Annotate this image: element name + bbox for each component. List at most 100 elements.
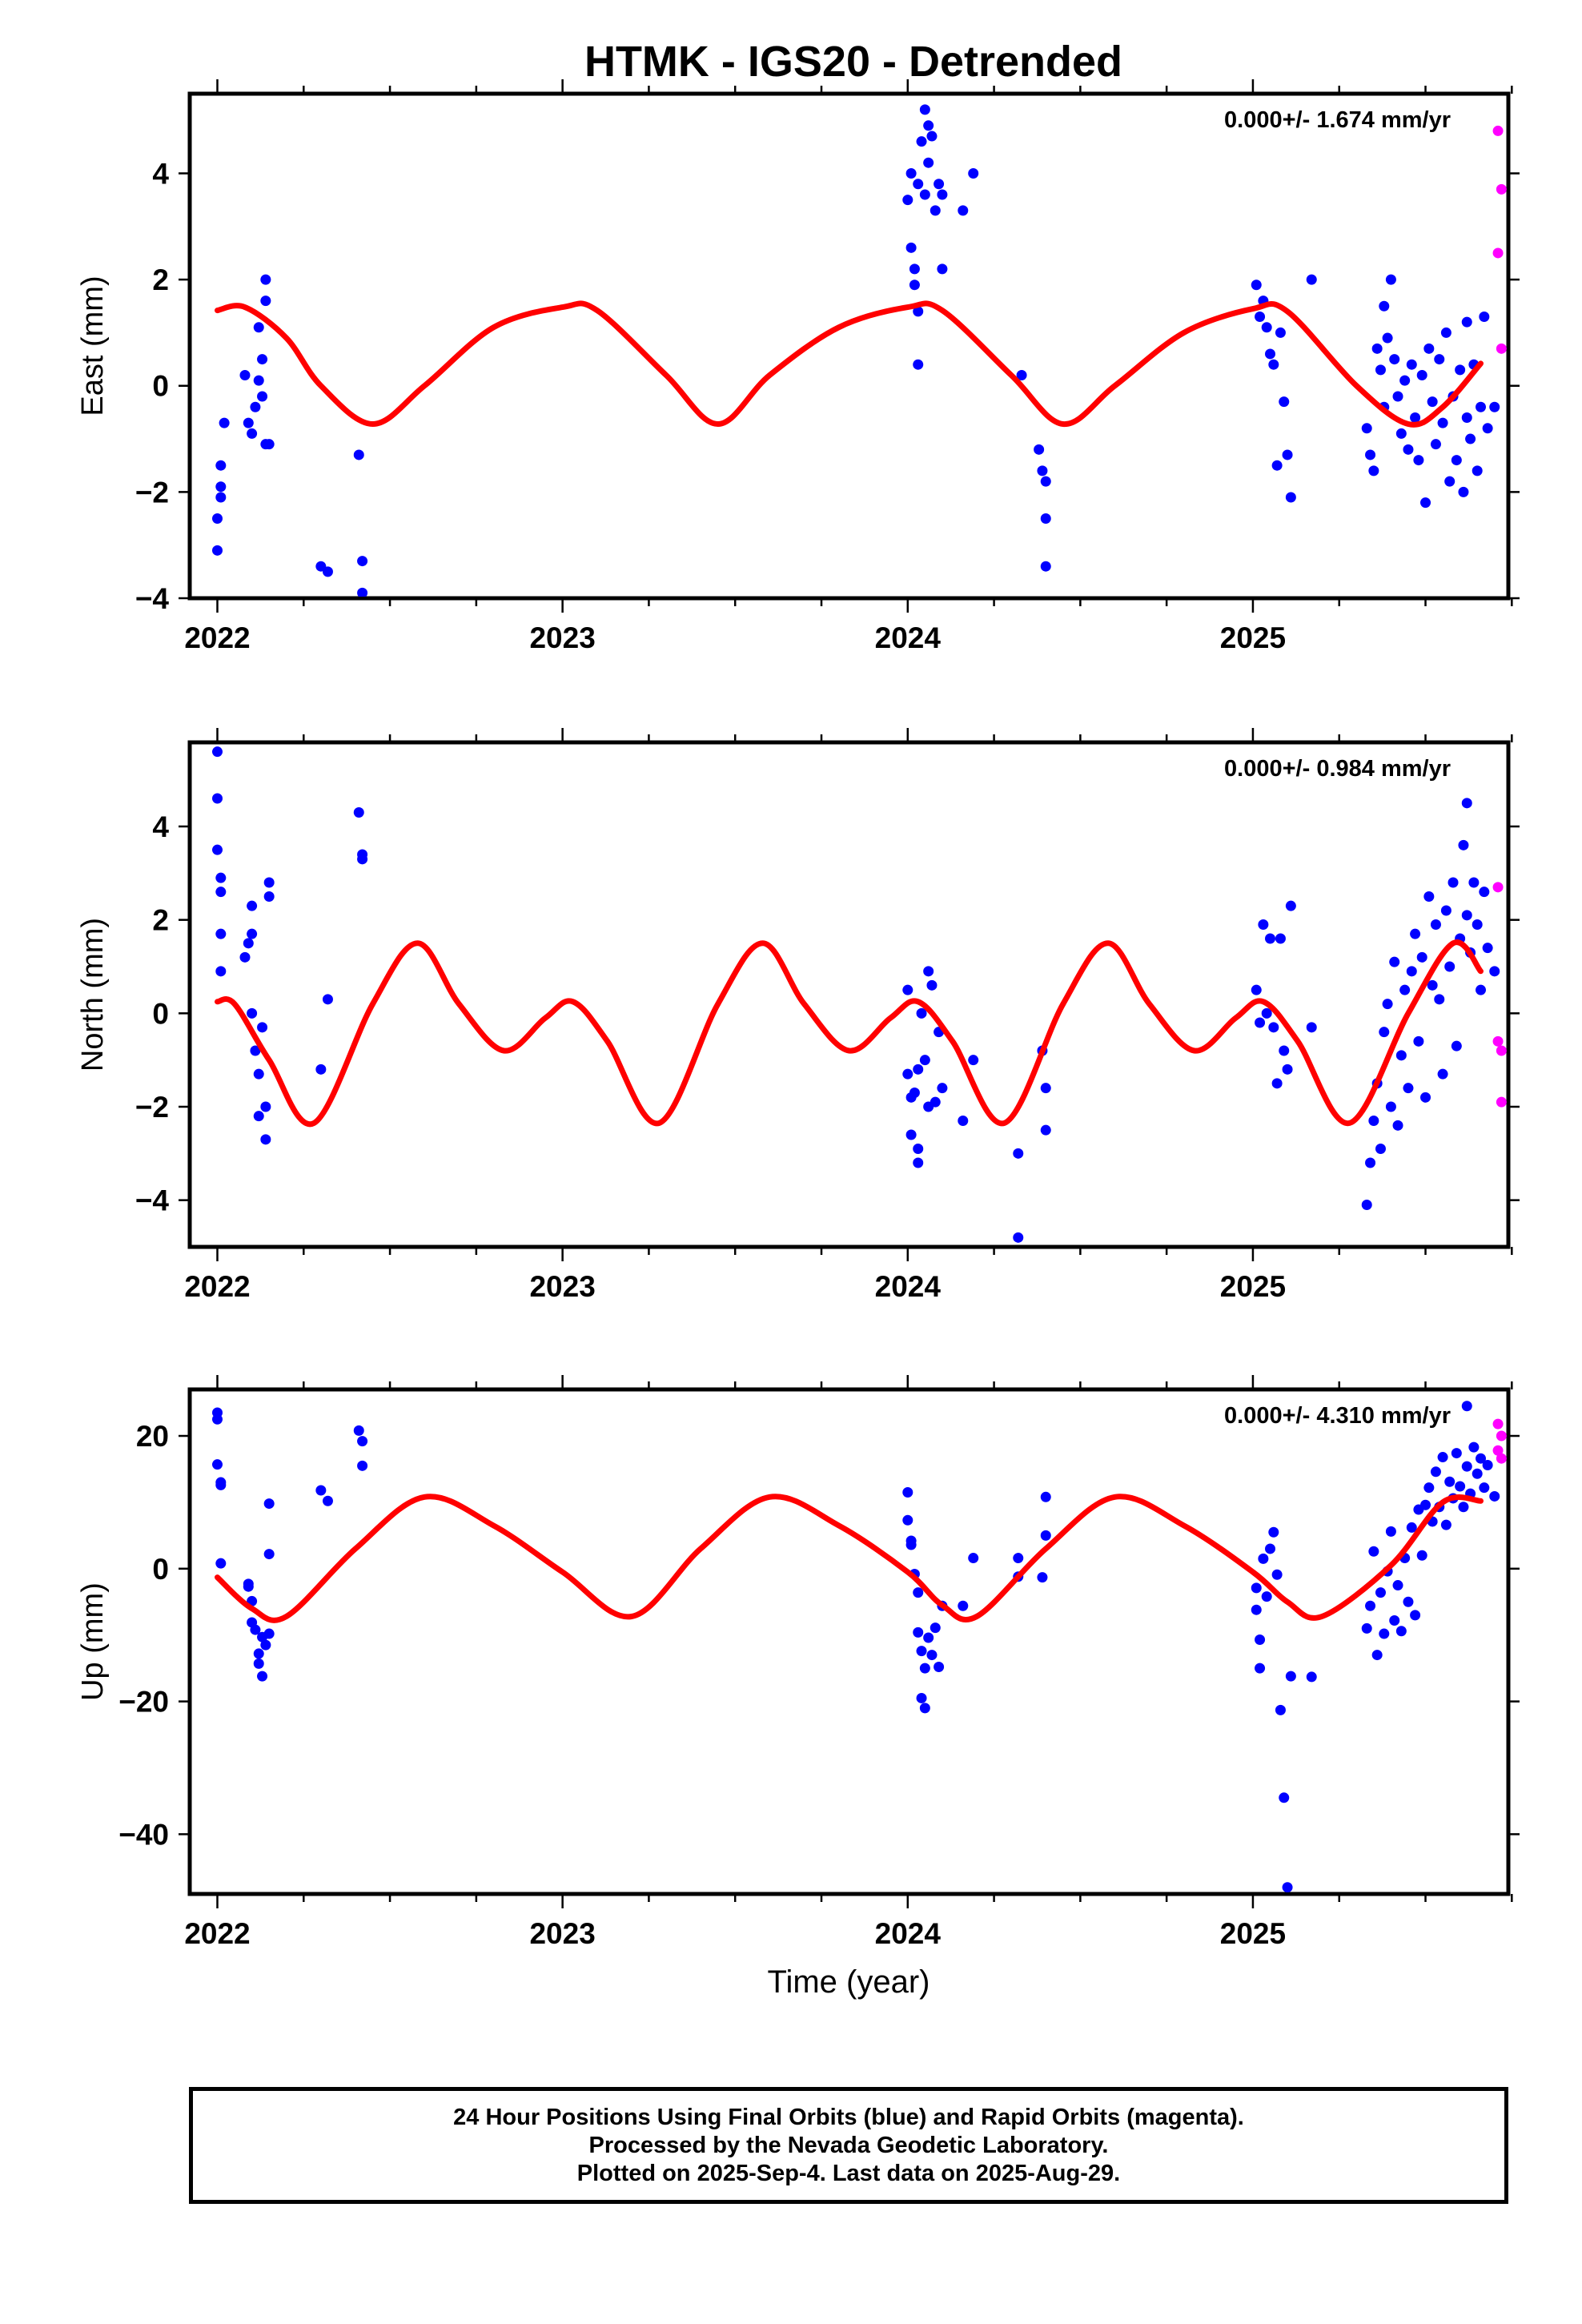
footer-caption-box: 24 Hour Positions Using Final Orbits (bl… xyxy=(189,2087,1508,2204)
final-orbit-point xyxy=(1371,343,1383,354)
final-orbit-point xyxy=(1013,1148,1024,1159)
rate-annotation-up: 0.000+/- 4.310 mm/yr xyxy=(1224,1403,1451,1429)
final-orbit-point xyxy=(1271,1078,1283,1089)
final-orbit-point xyxy=(1468,877,1480,888)
final-orbit-point xyxy=(1465,433,1476,444)
final-orbit-point xyxy=(257,1671,268,1682)
final-orbit-point xyxy=(1482,423,1493,434)
final-orbit-point xyxy=(1040,1491,1051,1502)
final-orbit-point xyxy=(1479,887,1490,898)
final-orbit-point xyxy=(1255,1663,1266,1674)
final-orbit-point xyxy=(1275,933,1286,944)
final-orbit-point xyxy=(1389,1614,1400,1626)
final-orbit-point xyxy=(211,793,223,804)
final-orbit-point xyxy=(1399,375,1411,386)
final-orbit-point xyxy=(905,167,917,179)
final-orbit-point xyxy=(263,891,275,902)
final-orbit-point xyxy=(919,189,930,200)
final-orbit-point xyxy=(913,1063,924,1075)
final-orbit-point xyxy=(260,274,271,285)
final-orbit-point xyxy=(1451,1448,1462,1459)
final-orbit-point xyxy=(1251,984,1262,995)
final-orbit-point xyxy=(353,449,364,460)
final-orbit-point xyxy=(1472,1468,1483,1479)
final-orbit-point xyxy=(1392,1120,1403,1131)
final-orbit-point xyxy=(1403,444,1414,455)
final-orbit-point xyxy=(263,439,275,450)
final-orbit-point xyxy=(1016,369,1027,380)
final-orbit-point xyxy=(357,556,368,567)
final-orbit-point xyxy=(1379,1027,1390,1038)
final-orbit-point xyxy=(1472,919,1483,930)
final-orbit-point xyxy=(1379,1628,1390,1639)
final-orbit-point xyxy=(1255,1634,1266,1646)
final-orbit-point xyxy=(1279,396,1290,408)
final-orbit-point xyxy=(1458,839,1469,850)
final-orbit-point xyxy=(919,1663,930,1674)
final-orbit-point xyxy=(1268,1022,1279,1033)
final-orbit-point xyxy=(353,1425,364,1436)
x-tick-label: 2025 xyxy=(1220,621,1286,654)
final-orbit-point xyxy=(1392,1580,1403,1591)
final-orbit-point xyxy=(215,460,227,471)
final-orbit-point xyxy=(1282,1882,1293,1892)
final-orbit-point xyxy=(1258,1553,1269,1564)
final-orbit-point xyxy=(211,513,223,525)
y-tick-label: −40 xyxy=(118,1818,169,1851)
rate-annotation-north: 0.000+/- 0.984 mm/yr xyxy=(1224,756,1451,782)
final-orbit-point xyxy=(1251,1604,1262,1615)
final-orbit-point xyxy=(1427,979,1438,991)
y-tick-label: −4 xyxy=(135,582,170,615)
final-orbit-point xyxy=(1461,798,1472,809)
final-orbit-point xyxy=(260,1639,271,1651)
final-orbit-point xyxy=(1410,412,1421,424)
final-orbit-point xyxy=(215,1558,227,1569)
final-orbit-point xyxy=(1461,316,1472,328)
panel-up: −40 −20 0 20 2022 2023 2024 2025 Up (mm) 0.000+/-… xyxy=(76,1375,1520,1950)
final-orbit-point xyxy=(1037,465,1048,476)
final-orbit-point xyxy=(1285,900,1296,911)
final-orbit-point xyxy=(1034,444,1045,455)
final-orbit-point xyxy=(919,104,930,115)
final-orbit-point xyxy=(958,1116,969,1126)
final-orbit-point xyxy=(211,844,223,855)
final-orbit-point xyxy=(913,1157,924,1168)
final-orbit-point xyxy=(1423,891,1435,902)
footer-line-plotted-on: Plotted on 2025-Sep-4. Last data on 2025… xyxy=(576,2160,1121,2186)
final-orbit-point xyxy=(263,1628,275,1639)
final-orbit-point xyxy=(243,417,254,428)
seasonal-fit-curve-up xyxy=(215,1494,1484,1623)
final-orbit-point xyxy=(968,1553,979,1564)
final-orbit-point xyxy=(1375,364,1386,376)
final-orbit-point xyxy=(1251,279,1262,291)
final-orbit-point xyxy=(1382,332,1393,344)
final-orbit-point xyxy=(1489,401,1500,412)
final-orbit-point xyxy=(1389,956,1400,967)
final-orbit-point xyxy=(211,545,223,556)
final-orbit-point xyxy=(930,1622,941,1634)
final-orbit-point xyxy=(934,1662,945,1672)
final-orbit-point xyxy=(1410,1610,1421,1621)
final-orbit-point xyxy=(1365,1600,1376,1611)
final-orbit-point xyxy=(1451,1040,1462,1051)
rapid-orbit-point xyxy=(1492,1445,1504,1456)
final-orbit-point xyxy=(1437,1452,1448,1463)
final-orbit-point xyxy=(913,179,924,190)
final-orbit-point xyxy=(315,1063,327,1075)
y-tick-label: 4 xyxy=(152,157,169,190)
final-orbit-point xyxy=(1389,354,1400,365)
data-layer-up xyxy=(211,1401,1507,1892)
x-tick-label: 2025 xyxy=(1220,1917,1286,1950)
final-orbit-point xyxy=(239,369,251,380)
final-orbit-point xyxy=(1440,1519,1452,1530)
final-orbit-point xyxy=(1444,961,1456,972)
seasonal-fit-curve-north xyxy=(215,939,1484,1128)
final-orbit-point xyxy=(902,195,913,206)
final-orbit-point xyxy=(1285,492,1296,503)
final-orbit-point xyxy=(1458,1502,1469,1513)
y-axis-label-north: North (mm) xyxy=(76,918,110,1072)
final-orbit-point xyxy=(1461,910,1472,921)
final-orbit-point xyxy=(1437,417,1448,428)
final-orbit-point xyxy=(913,1144,924,1154)
final-orbit-point xyxy=(243,1581,254,1592)
